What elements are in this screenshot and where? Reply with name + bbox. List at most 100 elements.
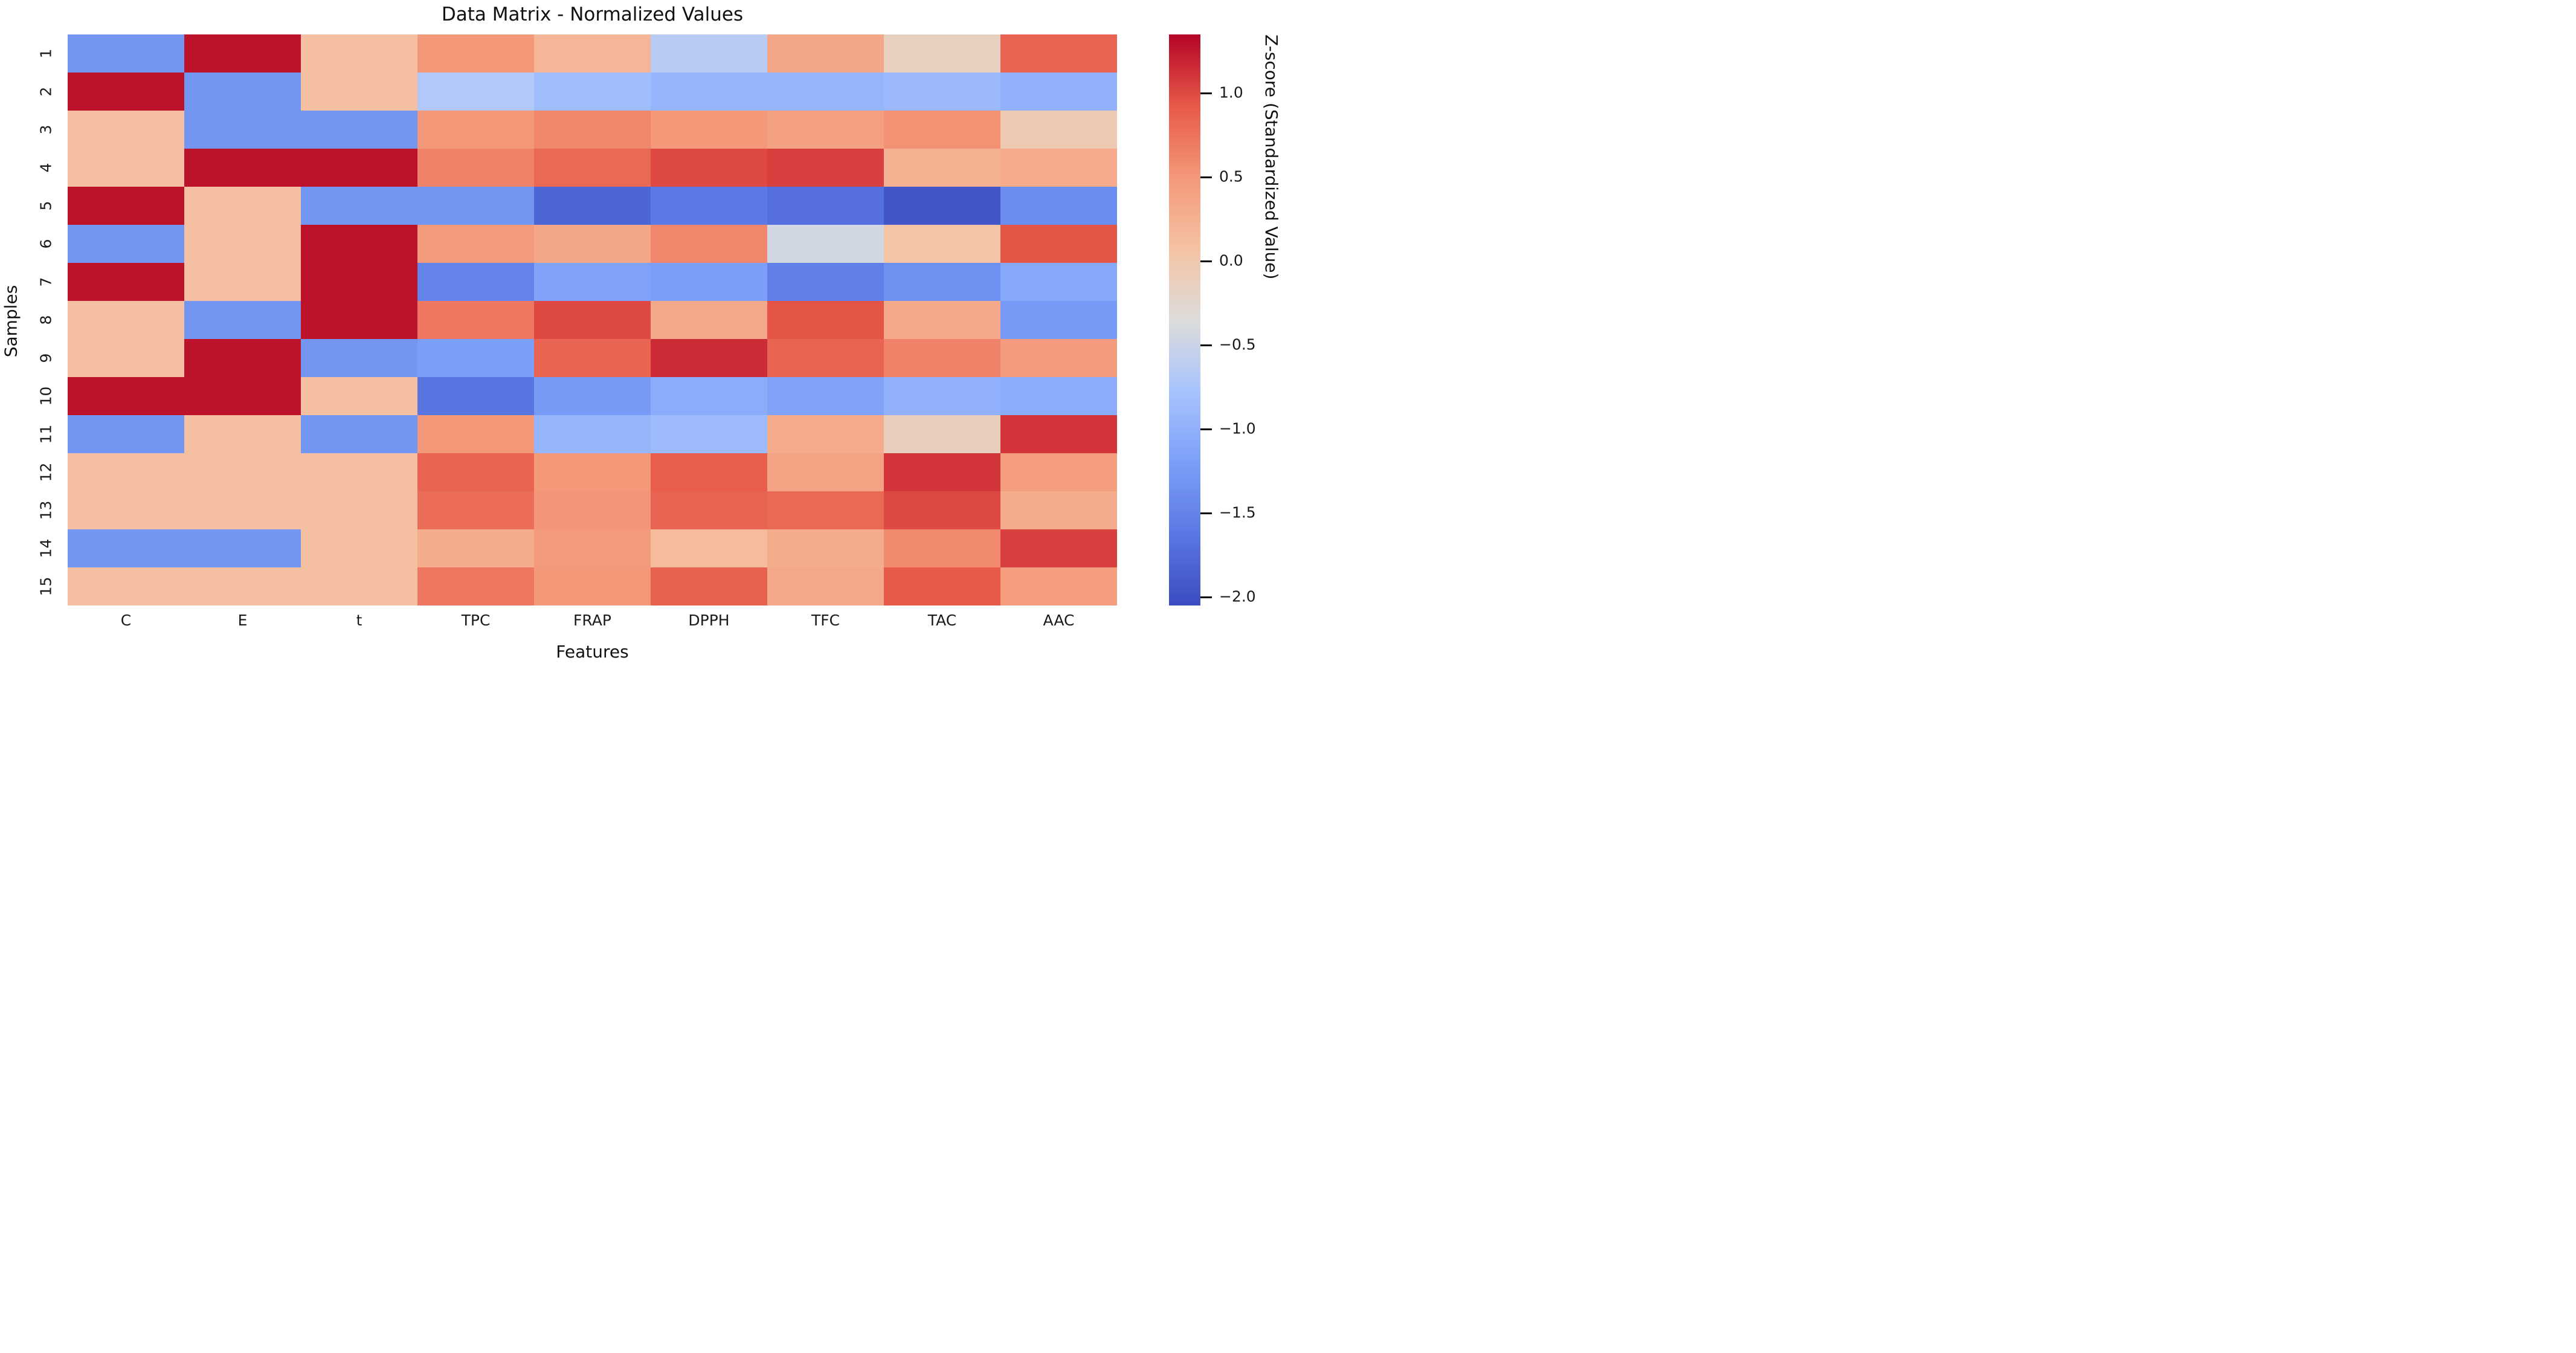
x-axis-tick-label: E bbox=[237, 612, 248, 629]
heatmap-cell bbox=[651, 34, 767, 73]
heatmap-cell bbox=[534, 415, 651, 453]
heatmap-cell bbox=[68, 34, 184, 73]
heatmap-cell bbox=[1000, 111, 1117, 149]
heatmap-cell bbox=[68, 453, 184, 491]
heatmap-cell bbox=[68, 73, 184, 111]
heatmap-cell bbox=[651, 453, 767, 491]
heatmap-cell bbox=[767, 567, 884, 605]
heatmap-cell bbox=[184, 301, 301, 339]
heatmap-cell bbox=[534, 377, 651, 415]
heatmap-cell bbox=[417, 453, 534, 491]
heatmap-cell bbox=[534, 187, 651, 225]
heatmap-cell bbox=[884, 415, 1000, 453]
colorbar-title: Z-score (Standardized Value) bbox=[1261, 34, 1281, 280]
heatmap-cell bbox=[301, 263, 417, 301]
y-axis-tick-label: 6 bbox=[37, 239, 55, 249]
heatmap-cell bbox=[884, 567, 1000, 605]
heatmap-cell bbox=[651, 301, 767, 339]
heatmap-cell bbox=[1000, 491, 1117, 529]
heatmap-cell bbox=[534, 491, 651, 529]
heatmap-cell bbox=[767, 339, 884, 377]
heatmap-cell bbox=[417, 263, 534, 301]
x-axis-tick-label: DPPH bbox=[688, 612, 730, 629]
heatmap-cell bbox=[651, 263, 767, 301]
heatmap-cell bbox=[1000, 301, 1117, 339]
heatmap-cell bbox=[884, 491, 1000, 529]
heatmap-cell bbox=[767, 529, 884, 567]
heatmap-cell bbox=[1000, 377, 1117, 415]
heatmap-cell bbox=[651, 377, 767, 415]
heatmap-cell bbox=[417, 73, 534, 111]
heatmap-cell bbox=[184, 263, 301, 301]
heatmap-cell bbox=[1000, 34, 1117, 73]
heatmap-cell bbox=[68, 415, 184, 453]
y-axis-tick-label: 9 bbox=[37, 353, 55, 363]
heatmap-cell bbox=[884, 225, 1000, 263]
y-axis-tick-label: 13 bbox=[37, 500, 55, 520]
heatmap-cell bbox=[534, 73, 651, 111]
y-axis-tick-label: 1 bbox=[37, 48, 55, 59]
heatmap-cell bbox=[767, 187, 884, 225]
heatmap-cell bbox=[884, 263, 1000, 301]
heatmap-cell bbox=[651, 73, 767, 111]
heatmap-cell bbox=[767, 377, 884, 415]
heatmap-cell bbox=[68, 263, 184, 301]
heatmap-cell bbox=[68, 111, 184, 149]
heatmap-cell bbox=[1000, 415, 1117, 453]
heatmap-cell bbox=[417, 377, 534, 415]
heatmap-cell bbox=[884, 34, 1000, 73]
heatmap-cell bbox=[301, 377, 417, 415]
colorbar-tick-mark bbox=[1200, 596, 1212, 598]
heatmap-cell bbox=[184, 377, 301, 415]
heatmap-cell bbox=[534, 529, 651, 567]
heatmap-cell bbox=[884, 149, 1000, 187]
heatmap-cell bbox=[767, 111, 884, 149]
heatmap-cell bbox=[417, 491, 534, 529]
heatmap-cell bbox=[184, 73, 301, 111]
colorbar-tick-label: −2.0 bbox=[1219, 587, 1256, 605]
heatmap-cell bbox=[184, 187, 301, 225]
heatmap-cell bbox=[184, 149, 301, 187]
x-axis-tick-label: C bbox=[120, 612, 132, 629]
heatmap-cell bbox=[1000, 263, 1117, 301]
heatmap-cell bbox=[651, 339, 767, 377]
heatmap-cell bbox=[884, 111, 1000, 149]
heatmap-cell bbox=[534, 263, 651, 301]
y-axis-tick-label: 12 bbox=[37, 462, 55, 482]
heatmap-cell bbox=[534, 149, 651, 187]
heatmap-cell bbox=[767, 263, 884, 301]
heatmap-cell bbox=[534, 567, 651, 605]
heatmap-cell bbox=[184, 491, 301, 529]
heatmap-cell bbox=[767, 301, 884, 339]
y-axis-tick-label: 8 bbox=[37, 315, 55, 325]
heatmap-cell bbox=[68, 149, 184, 187]
heatmap-cell bbox=[417, 415, 534, 453]
heatmap-cell bbox=[184, 111, 301, 149]
y-axis-tick-label: 5 bbox=[37, 201, 55, 211]
heatmap-cell bbox=[767, 225, 884, 263]
heatmap-cell bbox=[767, 453, 884, 491]
heatmap-cell bbox=[68, 567, 184, 605]
heatmap-cell bbox=[301, 529, 417, 567]
heatmap-cell bbox=[68, 301, 184, 339]
heatmap-cell bbox=[884, 301, 1000, 339]
colorbar-tick-mark bbox=[1200, 512, 1212, 514]
heatmap-cell bbox=[417, 301, 534, 339]
colorbar-gradient bbox=[1169, 34, 1200, 605]
y-axis-tick-label: 4 bbox=[37, 163, 55, 173]
heatmap-cell bbox=[301, 567, 417, 605]
x-axis-tick-label: TPC bbox=[461, 612, 491, 629]
heatmap-cell bbox=[651, 567, 767, 605]
heatmap-cell bbox=[651, 149, 767, 187]
heatmap-grid bbox=[68, 34, 1117, 605]
heatmap-cell bbox=[301, 111, 417, 149]
heatmap-cell bbox=[884, 187, 1000, 225]
heatmap-cell bbox=[301, 491, 417, 529]
heatmap-cell bbox=[184, 225, 301, 263]
heatmap-cell bbox=[417, 187, 534, 225]
colorbar-tick-label: 0.5 bbox=[1219, 167, 1243, 186]
heatmap-cell bbox=[68, 529, 184, 567]
heatmap-cell bbox=[68, 491, 184, 529]
y-axis-tick-label: 7 bbox=[37, 277, 55, 287]
colorbar-tick-mark bbox=[1200, 428, 1212, 430]
